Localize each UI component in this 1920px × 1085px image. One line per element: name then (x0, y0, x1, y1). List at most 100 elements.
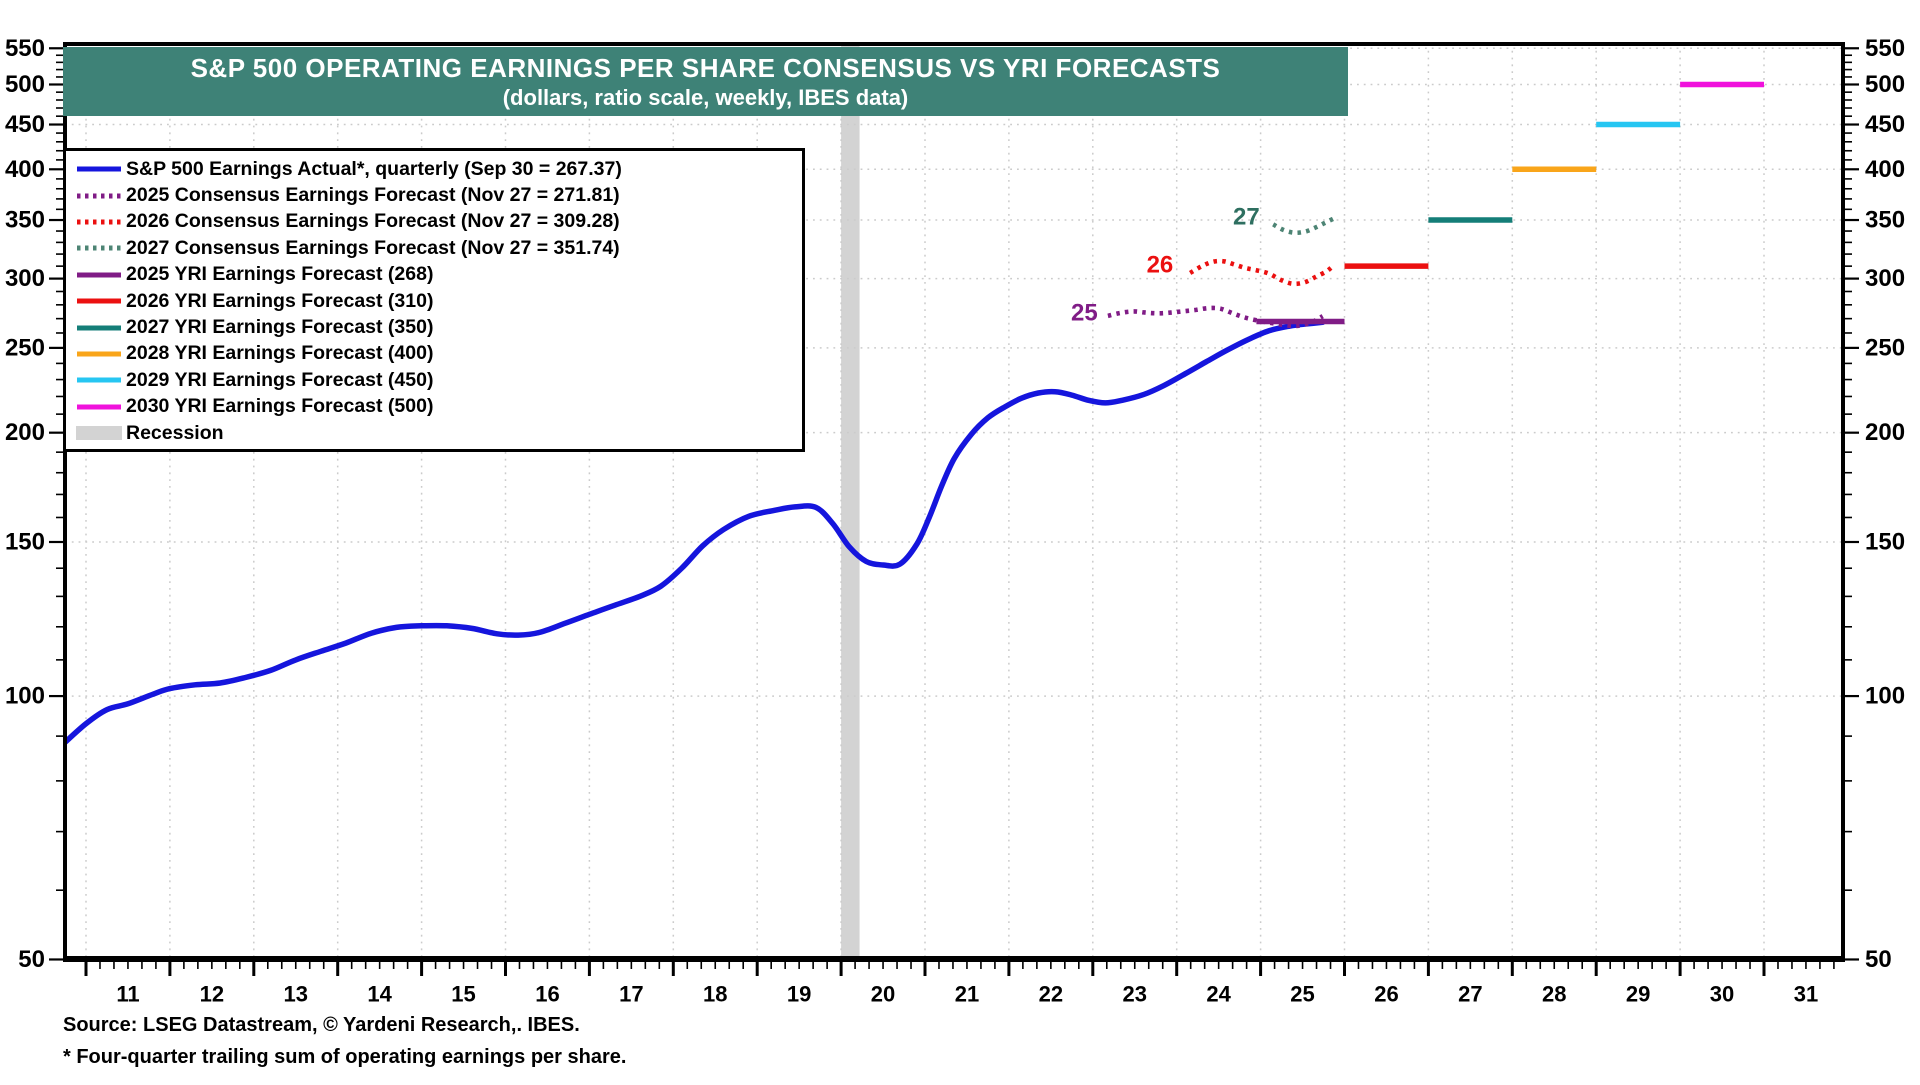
x-tick-label: 28 (1542, 982, 1566, 1007)
legend-line-swatch (76, 398, 126, 416)
x-tick-label: 27 (1458, 982, 1482, 1007)
y-tick-label-right: 300 (1865, 265, 1905, 292)
x-tick-label: 14 (367, 982, 392, 1007)
legend-label: 2025 Consensus Earnings Forecast (Nov 27… (126, 184, 620, 207)
series-actual (65, 319, 1326, 747)
legend-line-swatch (76, 187, 126, 205)
legend-item-recession: Recession (76, 420, 802, 446)
legend-label: 2026 Consensus Earnings Forecast (Nov 27… (126, 210, 620, 233)
yri-forecast-segments (1256, 81, 1764, 325)
annotation-27: 27 (1233, 203, 1260, 230)
annotation-25: 25 (1071, 300, 1098, 327)
legend-item-yri_2026: 2026 YRI Earnings Forecast (310) (76, 288, 802, 314)
x-tick-label: 12 (200, 982, 224, 1007)
y-tick-label-left: 550 (5, 35, 45, 62)
x-tick-label: 11 (116, 982, 139, 1007)
title-banner: S&P 500 OPERATING EARNINGS PER SHARE CON… (63, 47, 1348, 116)
legend-item-yri_2029: 2029 YRI Earnings Forecast (450) (76, 367, 802, 393)
legend-label: 2026 YRI Earnings Forecast (310) (126, 289, 434, 312)
recession-band (841, 44, 860, 959)
legend-label: 2027 Consensus Earnings Forecast (Nov 27… (126, 236, 620, 259)
legend-line-swatch (76, 371, 126, 389)
legend-item-consensus_2026: 2026 Consensus Earnings Forecast (Nov 27… (76, 209, 802, 235)
legend-label: S&P 500 Earnings Actual*, quarterly (Sep… (126, 157, 622, 180)
series-consensus_2027 (1272, 216, 1336, 236)
y-tick-label-left: 500 (5, 71, 45, 98)
x-tick-label: 26 (1374, 982, 1398, 1007)
legend-line-swatch (76, 213, 126, 231)
legend-box: S&P 500 Earnings Actual*, quarterly (Sep… (63, 148, 805, 452)
series-consensus_2025 (1107, 305, 1324, 329)
legend-line-swatch (76, 319, 126, 337)
y-tick-label-right: 150 (1865, 529, 1905, 556)
x-tick-label: 24 (1206, 982, 1231, 1007)
x-tick-label: 16 (535, 982, 559, 1007)
legend-item-yri_2028: 2028 YRI Earnings Forecast (400) (76, 341, 802, 367)
recession-swatch (76, 424, 126, 442)
y-tick-label-right: 50 (1865, 946, 1892, 973)
plot-area (65, 44, 1843, 959)
y-tick-label-left: 300 (5, 265, 45, 292)
legend-item-consensus_2025: 2025 Consensus Earnings Forecast (Nov 27… (76, 182, 802, 208)
x-tick-label: 30 (1710, 982, 1734, 1007)
x-tick-label: 29 (1626, 982, 1650, 1007)
legend-label: 2027 YRI Earnings Forecast (350) (126, 316, 434, 339)
x-tick-label: 21 (955, 982, 979, 1007)
y-tick-label-right: 400 (1865, 156, 1905, 183)
series-consensus_2026 (1188, 258, 1334, 287)
legend-item-yri_2025: 2025 YRI Earnings Forecast (268) (76, 262, 802, 288)
source-text: Source: LSEG Datastream, © Yardeni Resea… (63, 1014, 580, 1036)
y-tick-label-left: 450 (5, 111, 45, 138)
chart-subtitle: (dollars, ratio scale, weekly, IBES data… (502, 84, 909, 110)
legend-label: Recession (126, 421, 224, 444)
y-tick-label-right: 200 (1865, 419, 1905, 446)
annotation-26: 26 (1147, 251, 1174, 278)
y-tick-label-right: 450 (1865, 111, 1905, 138)
legend-item-actual: S&P 500 Earnings Actual*, quarterly (Sep… (76, 156, 802, 182)
x-tick-label: 13 (284, 982, 308, 1007)
y-tick-label-left: 350 (5, 207, 45, 234)
year-annotations: 25 26 27 (1071, 203, 1260, 326)
y-tick-label-left: 100 (5, 683, 45, 710)
legend-item-yri_2027: 2027 YRI Earnings Forecast (350) (76, 314, 802, 340)
y-tick-label-left: 200 (5, 419, 45, 446)
gridlines (65, 44, 1843, 959)
y-tick-label-left: 50 (18, 946, 45, 973)
legend-line-swatch (76, 239, 126, 257)
x-tick-label: 17 (619, 982, 643, 1007)
legend-item-yri_2030: 2030 YRI Earnings Forecast (500) (76, 394, 802, 420)
x-tick-label: 20 (871, 982, 895, 1007)
legend-label: 2025 YRI Earnings Forecast (268) (126, 263, 434, 286)
y-tick-label-right: 250 (1865, 334, 1905, 361)
x-tick-label: 15 (451, 982, 475, 1007)
axis-ticks (49, 47, 1859, 976)
y-tick-label-right: 500 (1865, 71, 1905, 98)
legend-label: 2030 YRI Earnings Forecast (500) (126, 395, 434, 418)
legend-line-swatch (76, 160, 126, 178)
y-tick-label-right: 100 (1865, 683, 1905, 710)
x-axis-labels: 11 12 13 14 15 16 17 18 19 20 21 22 23 24 25 26 27 28 29 30… (116, 982, 1818, 1007)
legend-label: 2029 YRI Earnings Forecast (450) (126, 368, 434, 391)
y-tick-label-left: 250 (5, 334, 45, 361)
x-tick-label: 22 (1039, 982, 1063, 1007)
y-axis-labels: 50 50 100 100 150 150 200 200 250 250 300 300 350 350… (5, 35, 1905, 973)
x-tick-label: 18 (703, 982, 727, 1007)
y-tick-label-right: 550 (1865, 35, 1905, 62)
y-tick-label-right: 350 (1865, 207, 1905, 234)
x-tick-label: 25 (1290, 982, 1314, 1007)
x-tick-label: 31 (1794, 982, 1818, 1007)
legend-line-swatch (76, 292, 126, 310)
legend-line-swatch (76, 345, 126, 363)
y-tick-label-left: 150 (5, 529, 45, 556)
chart-title: S&P 500 OPERATING EARNINGS PER SHARE CON… (190, 52, 1221, 83)
footnote-text: * Four-quarter trailing sum of operating… (63, 1046, 627, 1068)
legend-item-consensus_2027: 2027 Consensus Earnings Forecast (Nov 27… (76, 235, 802, 261)
x-tick-label: 23 (1123, 982, 1147, 1007)
legend-line-swatch (76, 266, 126, 284)
x-tick-label: 19 (787, 982, 811, 1007)
y-tick-label-left: 400 (5, 156, 45, 183)
legend-label: 2028 YRI Earnings Forecast (400) (126, 342, 434, 365)
